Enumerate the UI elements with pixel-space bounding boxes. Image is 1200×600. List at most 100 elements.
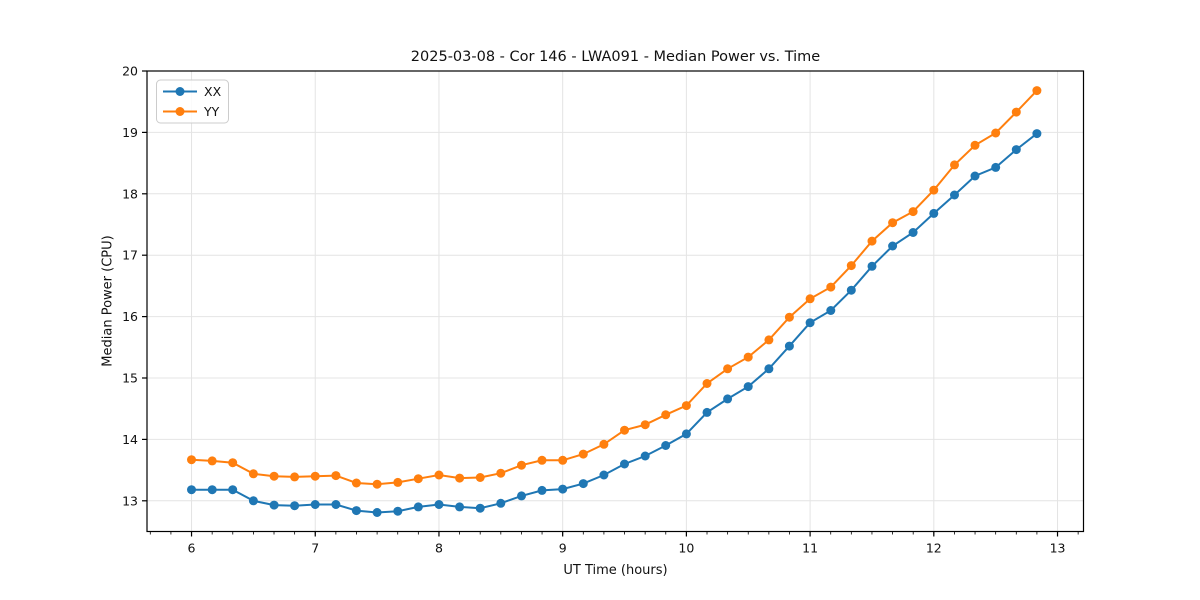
data-point-XX [372, 508, 382, 517]
data-point-YY [846, 261, 856, 271]
y-tick-label: 14 [122, 432, 138, 447]
data-point-YY [702, 379, 712, 388]
data-point-YY [929, 185, 939, 195]
legend-marker [175, 87, 185, 96]
data-point-XX [640, 451, 650, 461]
data-point-XX [661, 441, 671, 450]
data-point-YY [1011, 107, 1021, 117]
data-point-XX [784, 341, 794, 351]
x-axis-label: UT Time (hours) [563, 563, 668, 578]
data-point-XX [310, 500, 320, 509]
data-point-XX [187, 485, 196, 495]
data-point-YY [1032, 86, 1042, 96]
data-point-YY [805, 294, 815, 304]
data-point-XX [723, 394, 733, 404]
data-point-YY [393, 477, 403, 487]
x-tick-label: 7 [311, 541, 319, 556]
data-point-XX [331, 500, 341, 509]
data-point-YY [578, 449, 588, 459]
data-point-YY [599, 439, 609, 449]
data-point-YY [723, 364, 733, 374]
data-point-XX [702, 407, 712, 417]
data-point-YY [207, 456, 217, 466]
gridlines [147, 70, 1084, 532]
data-point-XX [970, 171, 980, 181]
data-point-XX [228, 485, 238, 495]
data-point-YY [743, 352, 753, 362]
data-point-YY [372, 479, 382, 489]
series-YY [187, 86, 1042, 489]
y-tick-label: 16 [122, 309, 138, 324]
data-point-XX [517, 491, 526, 501]
data-point-XX [1011, 145, 1021, 155]
data-point-YY [455, 473, 465, 483]
data-point-YY [517, 460, 526, 470]
x-tick-label: 13 [1050, 541, 1066, 556]
data-point-XX [867, 261, 877, 271]
data-point-XX [620, 459, 629, 469]
data-point-XX [888, 241, 898, 251]
data-point-XX [413, 502, 423, 512]
data-point-YY [764, 335, 774, 345]
data-point-YY [784, 312, 794, 322]
data-point-XX [846, 285, 856, 295]
data-point-XX [743, 382, 753, 392]
data-point-YY [970, 140, 980, 150]
chart-title: 2025-03-08 - Cor 146 - LWA091 - Median P… [410, 49, 821, 65]
data-point-XX [908, 228, 918, 237]
y-tick-label: 19 [122, 125, 138, 140]
data-point-XX [207, 485, 217, 495]
data-point-XX [248, 496, 258, 506]
data-point-YY [537, 455, 547, 465]
data-point-XX [269, 500, 279, 510]
data-point-YY [908, 207, 918, 217]
series-XX [187, 129, 1042, 517]
legend-label: XX [204, 84, 222, 99]
data-point-XX [929, 208, 939, 218]
axes-box [146, 70, 1085, 533]
y-axis-label: Median Power (CPU) [100, 235, 116, 367]
data-point-YY [475, 473, 485, 482]
data-point-YY [310, 471, 320, 481]
y-tick-label: 18 [122, 186, 138, 201]
data-point-XX [578, 479, 588, 489]
data-point-XX [681, 429, 691, 439]
data-point-YY [248, 469, 258, 479]
data-point-YY [351, 478, 361, 488]
data-point-YY [558, 455, 568, 465]
legend-label: YY [203, 104, 220, 119]
data-point-XX [434, 500, 444, 509]
data-point-YY [269, 471, 279, 481]
x-tick-label: 12 [926, 541, 942, 556]
data-point-YY [826, 282, 836, 292]
y-tick-label: 13 [122, 493, 138, 508]
data-point-XX [537, 485, 547, 495]
data-point-XX [1032, 129, 1042, 139]
data-point-XX [351, 506, 361, 516]
data-point-YY [681, 401, 691, 411]
data-point-YY [228, 458, 238, 468]
y-tick-label: 20 [122, 64, 138, 79]
data-point-YY [290, 472, 300, 482]
data-point-XX [290, 501, 300, 511]
data-point-XX [393, 506, 403, 516]
axis-ticks: 6 7 8 9 10 11 12 13 13 14 15 16 17 18 19 20 [122, 64, 1079, 556]
series-line-YY [191, 89, 1038, 486]
data-point-YY [867, 236, 877, 246]
data-point-XX [805, 318, 815, 328]
data-point-YY [950, 160, 959, 170]
data-point-XX [558, 484, 568, 494]
data-point-XX [991, 162, 1001, 172]
legend-marker [175, 107, 185, 116]
data-point-XX [826, 306, 836, 315]
x-tick-label: 10 [678, 541, 694, 556]
x-tick-label: 8 [435, 541, 443, 556]
legend: XX YY [156, 79, 229, 124]
x-tick-label: 11 [802, 541, 818, 556]
data-point-XX [475, 503, 485, 513]
data-point-YY [331, 471, 341, 481]
data-point-XX [496, 498, 506, 508]
data-point-YY [187, 455, 196, 465]
